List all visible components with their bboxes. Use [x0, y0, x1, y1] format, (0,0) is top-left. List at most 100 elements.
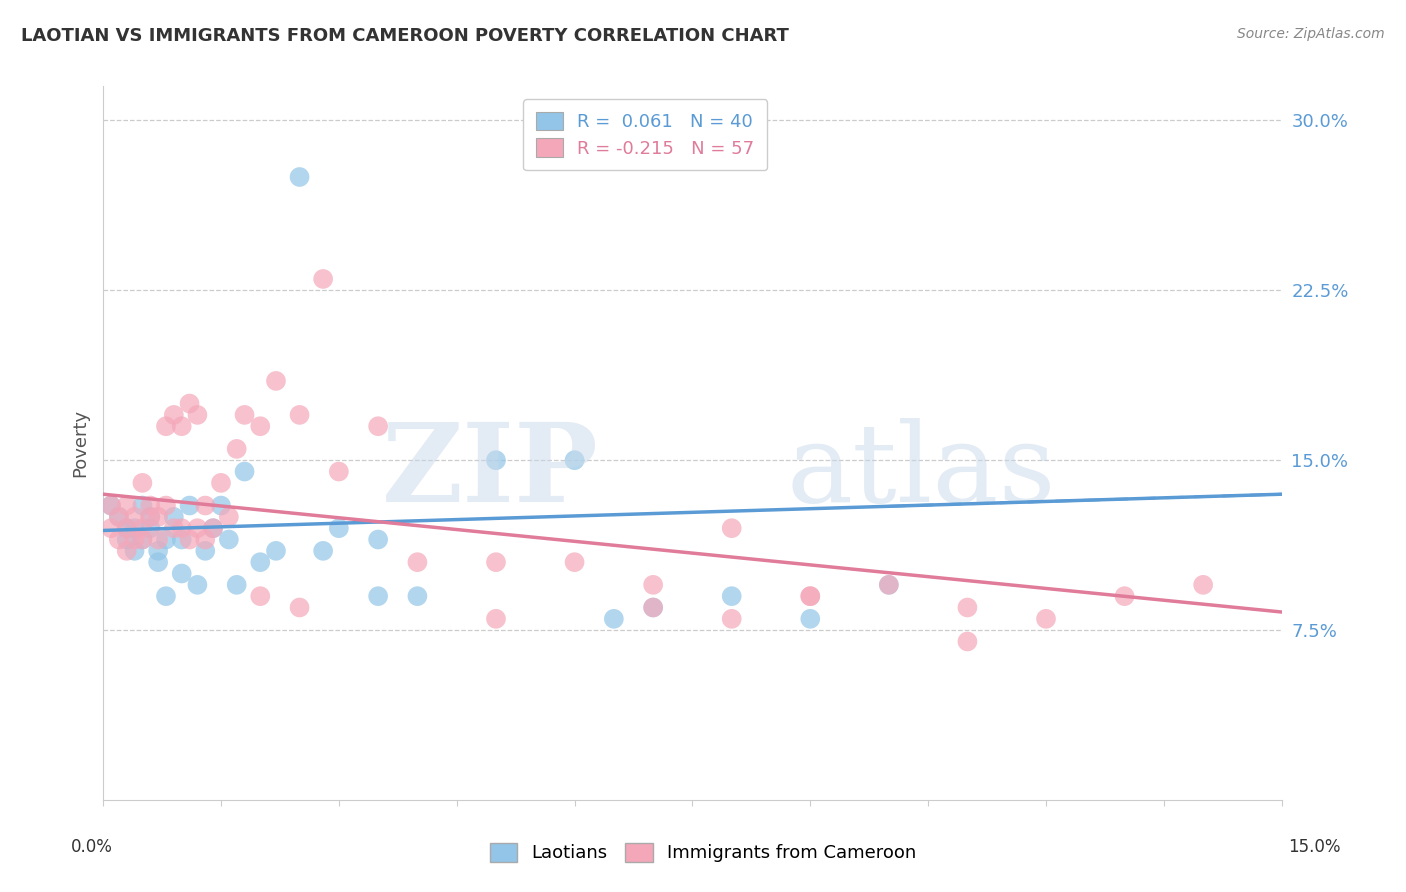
Point: [264, 544, 287, 558]
Text: ZIP: ZIP: [381, 418, 598, 525]
Point: [564, 453, 586, 467]
Point: [124, 544, 146, 558]
Point: [115, 521, 138, 535]
Point: [202, 521, 225, 535]
Point: [643, 578, 665, 592]
Point: [564, 555, 586, 569]
Point: [163, 521, 186, 535]
Point: [163, 408, 186, 422]
Point: [1192, 578, 1215, 592]
Point: [155, 589, 177, 603]
Point: [186, 578, 208, 592]
Point: [367, 589, 389, 603]
Point: [170, 419, 193, 434]
Point: [139, 509, 162, 524]
Point: [209, 499, 232, 513]
Point: [170, 533, 193, 547]
Point: [115, 533, 138, 547]
Point: [312, 272, 335, 286]
Point: [155, 533, 177, 547]
Point: [194, 533, 217, 547]
Point: [139, 499, 162, 513]
Point: [643, 600, 665, 615]
Y-axis label: Poverty: Poverty: [72, 409, 89, 477]
Point: [1114, 589, 1136, 603]
Text: LAOTIAN VS IMMIGRANTS FROM CAMEROON POVERTY CORRELATION CHART: LAOTIAN VS IMMIGRANTS FROM CAMEROON POVE…: [21, 27, 789, 45]
Point: [603, 612, 626, 626]
Point: [115, 521, 138, 535]
Point: [100, 499, 122, 513]
Point: [146, 555, 169, 569]
Point: [139, 509, 162, 524]
Point: [367, 533, 389, 547]
Legend: Laotians, Immigrants from Cameroon: Laotians, Immigrants from Cameroon: [482, 836, 924, 870]
Point: [131, 533, 153, 547]
Point: [131, 521, 153, 535]
Point: [799, 589, 821, 603]
Point: [225, 442, 247, 456]
Point: [799, 589, 821, 603]
Point: [186, 408, 208, 422]
Point: [218, 509, 240, 524]
Point: [100, 499, 122, 513]
Point: [264, 374, 287, 388]
Point: [124, 533, 146, 547]
Point: [146, 533, 169, 547]
Point: [179, 499, 201, 513]
Point: [288, 169, 311, 184]
Point: [131, 499, 153, 513]
Text: 0.0%: 0.0%: [70, 838, 112, 855]
Text: 15.0%: 15.0%: [1288, 838, 1341, 855]
Point: [155, 419, 177, 434]
Point: [367, 419, 389, 434]
Point: [100, 521, 122, 535]
Point: [328, 521, 350, 535]
Point: [877, 578, 900, 592]
Point: [108, 509, 131, 524]
Point: [249, 589, 271, 603]
Point: [115, 544, 138, 558]
Point: [108, 533, 131, 547]
Text: atlas: atlas: [787, 418, 1056, 525]
Point: [170, 521, 193, 535]
Point: [643, 600, 665, 615]
Point: [956, 634, 979, 648]
Point: [485, 555, 508, 569]
Point: [194, 499, 217, 513]
Point: [131, 533, 153, 547]
Point: [170, 566, 193, 581]
Point: [124, 521, 146, 535]
Point: [218, 533, 240, 547]
Point: [720, 612, 742, 626]
Point: [720, 521, 742, 535]
Point: [194, 544, 217, 558]
Point: [288, 408, 311, 422]
Point: [108, 509, 131, 524]
Point: [202, 521, 225, 535]
Text: Source: ZipAtlas.com: Source: ZipAtlas.com: [1237, 27, 1385, 41]
Point: [209, 475, 232, 490]
Point: [406, 555, 429, 569]
Point: [146, 544, 169, 558]
Point: [155, 499, 177, 513]
Point: [186, 521, 208, 535]
Point: [131, 475, 153, 490]
Point: [179, 533, 201, 547]
Point: [877, 578, 900, 592]
Legend: R =  0.061   N = 40, R = -0.215   N = 57: R = 0.061 N = 40, R = -0.215 N = 57: [523, 99, 768, 170]
Point: [485, 612, 508, 626]
Point: [720, 589, 742, 603]
Point: [225, 578, 247, 592]
Point: [233, 408, 256, 422]
Point: [328, 465, 350, 479]
Point: [115, 499, 138, 513]
Point: [312, 544, 335, 558]
Point: [485, 453, 508, 467]
Point: [249, 419, 271, 434]
Point: [233, 465, 256, 479]
Point: [146, 509, 169, 524]
Point: [124, 509, 146, 524]
Point: [956, 600, 979, 615]
Point: [406, 589, 429, 603]
Point: [179, 396, 201, 410]
